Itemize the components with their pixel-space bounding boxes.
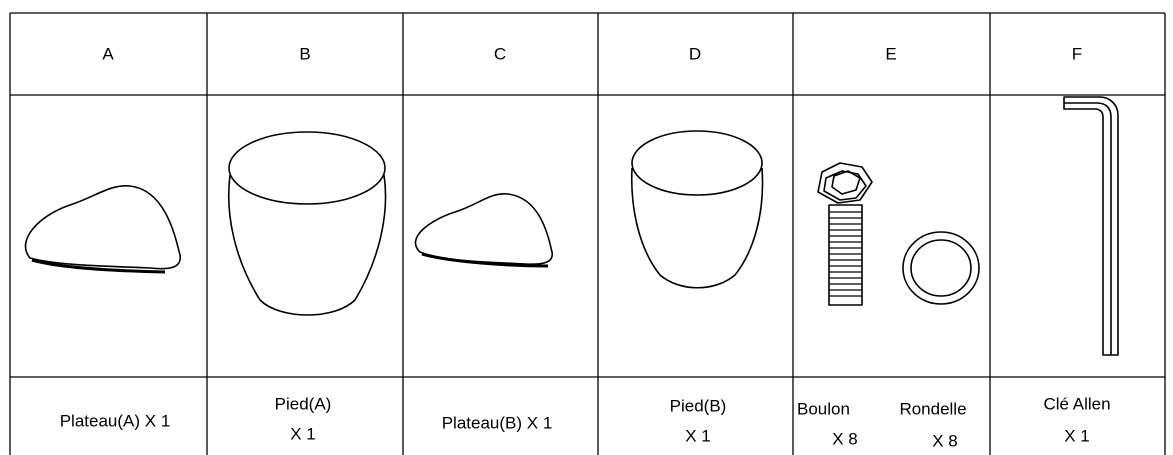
part-quantity: X 1 (290, 424, 316, 443)
part-label: Pied(A) (275, 394, 332, 413)
part-drawings (24, 96, 1119, 356)
part-quantity: X 8 (832, 429, 858, 448)
column-letter: E (885, 44, 896, 63)
column-letter: A (102, 44, 114, 63)
part-label: Rondelle (899, 399, 966, 418)
column-letter: F (1072, 44, 1082, 63)
part-label: Clé Allen (1043, 394, 1110, 413)
part-label: Plateau(A) X 1 (60, 411, 171, 430)
column-letter: B (299, 44, 310, 63)
part-quantity: X 1 (685, 426, 711, 445)
part-label: Boulon (797, 399, 850, 418)
part-label: Pied(B) (670, 396, 727, 415)
column-letter: C (494, 44, 506, 63)
table-grid (9, 12, 1166, 455)
part-quantity: X 1 (1064, 426, 1090, 445)
part-quantity: X 8 (932, 431, 958, 450)
column-letter: D (689, 44, 701, 63)
part-label: Plateau(B) X 1 (442, 413, 553, 432)
